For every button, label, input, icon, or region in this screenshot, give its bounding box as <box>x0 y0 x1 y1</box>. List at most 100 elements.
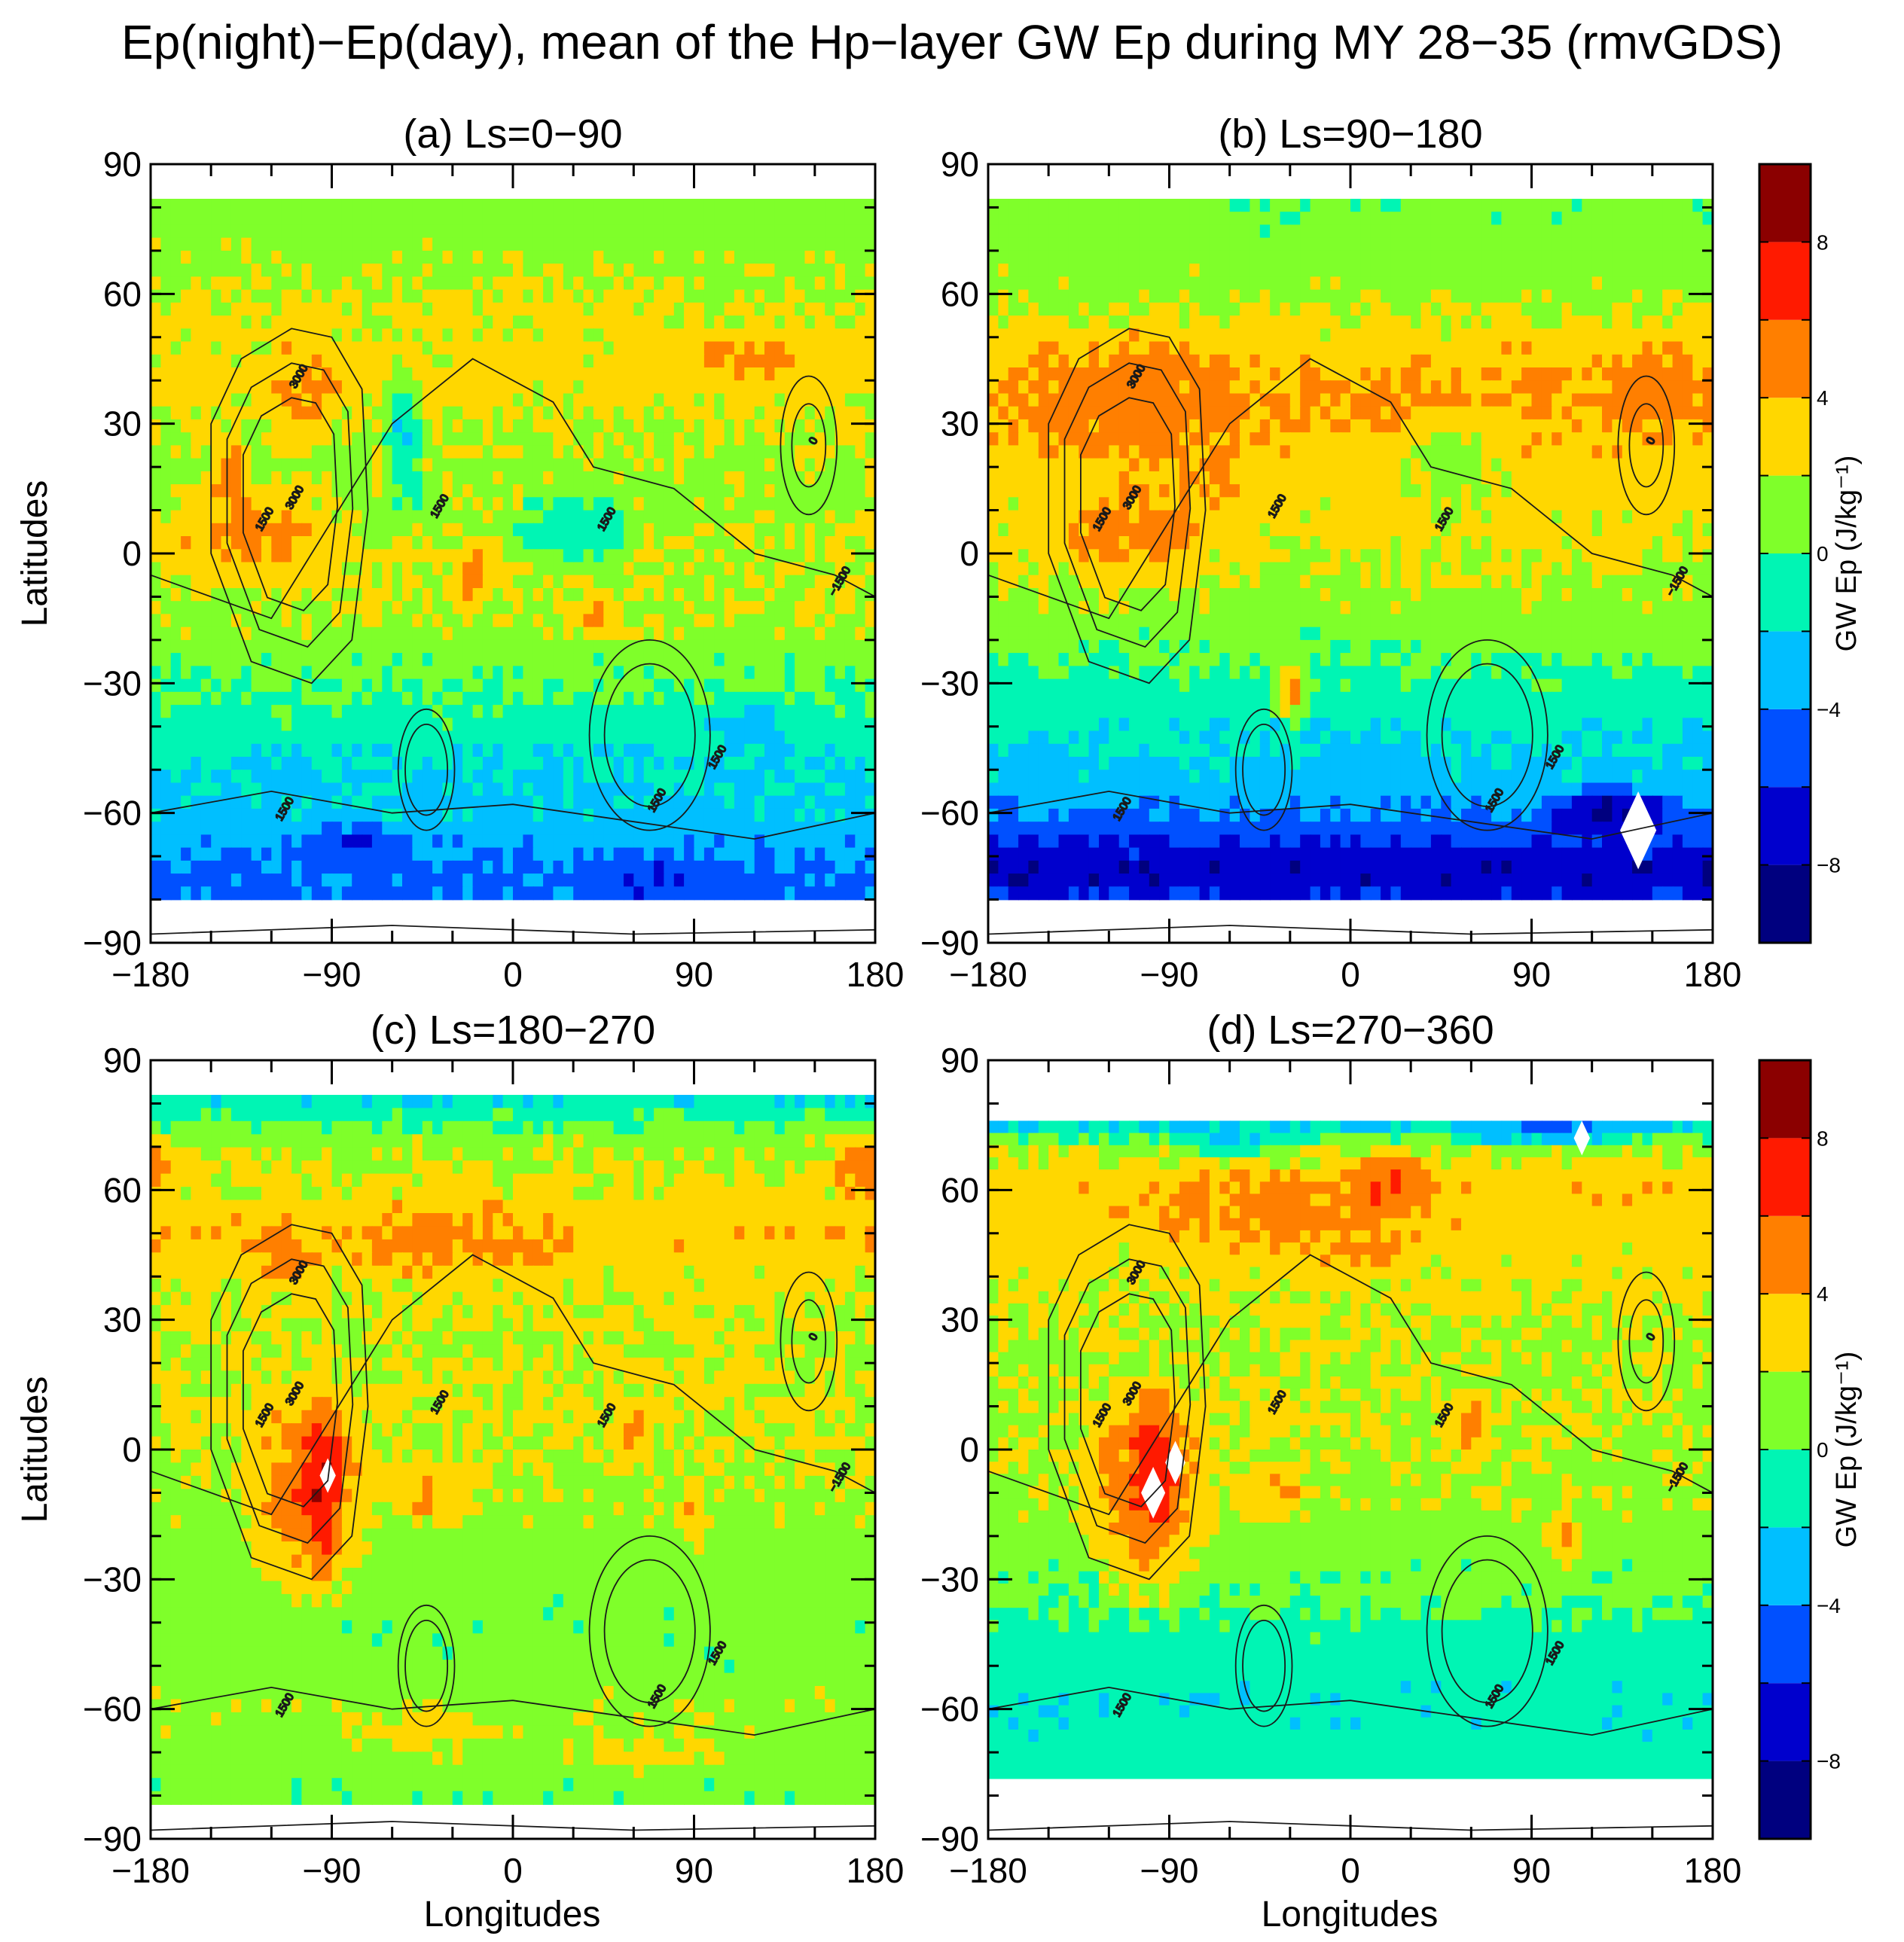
heat-cell <box>221 678 232 693</box>
heat-cell <box>352 601 363 615</box>
heat-cell <box>362 691 373 706</box>
heat-cell <box>462 406 474 420</box>
heat-cell <box>988 302 999 316</box>
heat-cell <box>1350 316 1362 330</box>
heat-cell <box>654 730 665 745</box>
heat-cell <box>261 212 273 226</box>
heat-cell <box>311 705 323 719</box>
heat-cell <box>1552 341 1563 355</box>
heat-cell <box>633 367 645 382</box>
heat-cell <box>291 575 303 589</box>
heat-cell <box>211 289 222 303</box>
heat-cell <box>664 328 675 343</box>
heat-cell <box>241 510 252 524</box>
heat-cell <box>523 718 534 732</box>
heat-cell <box>613 484 624 498</box>
heat-cell <box>472 237 484 252</box>
heat-cell <box>593 822 605 836</box>
heat-cell <box>1289 341 1301 355</box>
heat-cell <box>392 432 403 447</box>
heat-cell <box>664 614 675 628</box>
heat-cell <box>734 718 746 732</box>
heat-cell <box>804 458 816 472</box>
heat-cell <box>170 419 182 433</box>
heat-cell <box>1381 367 1392 382</box>
heat-cell <box>865 276 875 291</box>
heat-cell <box>613 705 624 719</box>
heat-cell <box>392 822 403 836</box>
heat-cell <box>563 224 575 239</box>
heat-cell <box>1350 367 1362 382</box>
heat-cell <box>1632 224 1643 239</box>
heat-cell <box>1068 289 1080 303</box>
heat-cell <box>643 808 654 822</box>
heat-cell <box>200 250 212 264</box>
heat-cell <box>1018 199 1030 213</box>
heat-cell <box>452 730 464 745</box>
y-tick-label: 60 <box>103 274 142 313</box>
heat-cell <box>865 250 875 264</box>
heat-cell <box>181 691 192 706</box>
heat-cell <box>230 757 243 771</box>
heat-cell <box>593 341 605 355</box>
heat-cell <box>703 873 716 888</box>
heat-cell <box>200 510 212 524</box>
heat-cell <box>281 536 292 550</box>
heat-cell <box>754 770 765 784</box>
heat-cell <box>170 639 182 654</box>
heat-cell <box>513 860 524 874</box>
heat-cell <box>1441 212 1452 226</box>
heat-cell <box>493 471 504 485</box>
heat-cell <box>624 562 635 576</box>
heat-cell <box>211 264 222 278</box>
heat-cell <box>714 808 725 822</box>
heat-cell <box>1109 341 1120 355</box>
heat-cell <box>170 276 182 291</box>
heat-cell <box>784 653 796 667</box>
heat-cell <box>855 458 866 472</box>
heat-cell <box>1289 289 1301 303</box>
heat-cell <box>1682 341 1694 355</box>
heat-cell <box>573 302 584 316</box>
heat-cell <box>804 705 816 719</box>
heat-cell <box>573 497 584 511</box>
heat-cell <box>1088 354 1100 368</box>
heat-cell <box>362 770 373 784</box>
heat-cell <box>513 639 524 654</box>
heat-cell <box>482 264 494 278</box>
heat-cell <box>532 795 544 809</box>
heat-cell <box>1370 212 1381 226</box>
heat-cell <box>1521 250 1533 264</box>
heat-cell <box>191 406 202 420</box>
heat-cell <box>442 341 453 355</box>
heat-cell <box>311 419 323 433</box>
heat-cell <box>472 484 484 498</box>
heat-cell <box>392 691 403 706</box>
heat-cell <box>523 691 534 706</box>
heat-cell <box>1018 237 1030 252</box>
heat-cell <box>543 627 554 641</box>
heat-cell <box>261 808 273 822</box>
heat-cell <box>1501 354 1512 368</box>
heat-cell <box>311 627 323 641</box>
heat-cell <box>593 562 605 576</box>
heat-cell <box>532 432 544 447</box>
heat-cell <box>814 497 826 511</box>
heat-cell <box>442 627 453 641</box>
heat-cell <box>613 860 624 874</box>
heat-cell <box>784 588 796 602</box>
heat-cell <box>392 639 403 654</box>
heat-cell <box>261 458 273 472</box>
heat-cell <box>230 199 243 213</box>
heat-cell <box>452 484 464 498</box>
heat-cell <box>181 834 192 849</box>
heat-cell <box>684 822 695 836</box>
heat-cell <box>402 549 413 563</box>
heat-cell <box>452 639 464 654</box>
heat-cell <box>532 367 544 382</box>
heat-cell <box>1531 224 1542 239</box>
heat-cell <box>422 834 434 849</box>
heat-cell <box>341 510 353 524</box>
heat-cell <box>230 224 243 239</box>
heat-cell <box>795 691 806 706</box>
